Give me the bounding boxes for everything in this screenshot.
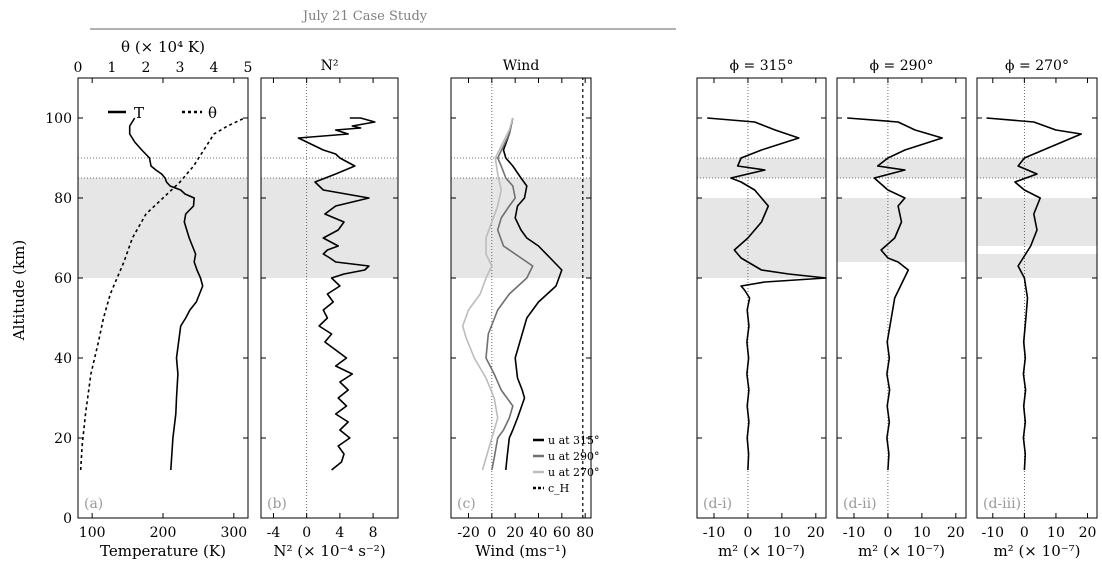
x-tick-label: -4 (267, 525, 281, 541)
x-tick-label: 80 (576, 525, 594, 541)
legend-label-theta: θ (208, 104, 217, 122)
panel-frame (450, 77, 592, 519)
x-axis-label: m² (× 10⁻⁷) (993, 542, 1080, 560)
x-tick-label: 8 (369, 525, 378, 541)
series-line-N- (297, 117, 376, 471)
y-axis-label: Altitude (km) (10, 240, 28, 341)
x-tick-label: 20 (1079, 525, 1097, 541)
x-tick-label: -10 (703, 525, 726, 541)
panel-label: (c) (457, 496, 476, 512)
series-line-u-at-315- (502, 117, 563, 471)
x-tick-label: 10 (773, 525, 791, 541)
legend-label: u at 270° (548, 466, 600, 479)
series-line-u-at-290- (485, 117, 534, 471)
top-tick-label: 3 (176, 60, 185, 76)
x-tick-label: 20 (506, 525, 524, 541)
top-tick-label: 2 (142, 60, 151, 76)
shade-band (697, 158, 826, 178)
panel-frame (77, 77, 249, 519)
legend-label: c_H (548, 482, 569, 495)
y-tick-label: 0 (63, 511, 72, 527)
series-line-u-at-270- (461, 117, 514, 471)
x-tick-label: 0 (487, 525, 496, 541)
x-tick-label: 0 (302, 525, 311, 541)
y-tick-label: 100 (45, 111, 72, 127)
panel-label: (d-i) (703, 496, 732, 512)
legend: u at 315° u at 290° u at 270° c_H (533, 434, 600, 495)
panel-d-ii: -10 0 10 20 ϕ = 290° m² (× 10⁻⁷) (d-ii) (836, 58, 967, 560)
shade-band (261, 178, 398, 278)
legend-label: u at 290° (548, 450, 600, 463)
top-axis-label: θ (× 10⁴ K) (121, 38, 205, 56)
x-tick-label: 10 (913, 525, 931, 541)
figure-title-group: July 21 Case Study (90, 9, 676, 30)
series-line-m-290- (847, 117, 944, 471)
panel-d-iii: -10 0 10 20 ϕ = 270° m² (× 10⁻⁷) (d-iii) (976, 58, 1098, 560)
top-tick-label: 1 (108, 60, 117, 76)
panel-label: (d-ii) (843, 496, 877, 512)
panel-b: -4 0 4 8 N² N² (× 10⁻⁴ s⁻²) (b) (260, 58, 399, 560)
y-tick-label: 40 (54, 351, 72, 367)
x-axis-label: N² (× 10⁻⁴ s⁻²) (273, 542, 385, 560)
shade-band (837, 158, 966, 178)
panel-label: (a) (84, 496, 103, 512)
panel-title: ϕ = 290° (870, 58, 934, 74)
x-tick-label: 100 (79, 525, 106, 541)
panel-title: Wind (503, 58, 540, 74)
legend-label-T: T (134, 104, 144, 122)
shade-band (451, 178, 591, 278)
x-tick-label: 4 (335, 525, 344, 541)
series-line-- (79, 117, 245, 471)
y-tick-label: 60 (54, 271, 72, 287)
x-tick-label: 300 (220, 525, 247, 541)
x-tick-label: 40 (530, 525, 548, 541)
panel-frame (976, 77, 1098, 519)
shade-band (837, 198, 966, 262)
panel-label: (d-iii) (983, 496, 1021, 512)
panel-frame (696, 77, 827, 519)
x-tick-label: 0 (743, 525, 752, 541)
x-tick-label: 0 (883, 525, 892, 541)
shade-band (697, 198, 826, 278)
panel-a: 100 200 300 0 20 40 60 80 100 0 1 2 3 4 5 θ (× 10⁴ K) Te… (45, 38, 252, 560)
y-tick-label: 80 (54, 191, 72, 207)
x-axis-label: Temperature (K) (100, 542, 226, 560)
x-tick-label: 20 (947, 525, 965, 541)
legend-label: u at 315° (548, 434, 600, 447)
x-axis-label: m² (× 10⁻⁷) (718, 542, 805, 560)
top-tick-label: 4 (210, 60, 219, 76)
x-tick-label: 0 (1020, 525, 1029, 541)
x-tick-label: 10 (1047, 525, 1065, 541)
panel-frame (260, 77, 399, 519)
panel-title: N² (321, 58, 339, 74)
panel-label: (b) (267, 496, 287, 512)
panel-frame (836, 77, 967, 519)
x-axis-label: Wind (ms⁻¹) (475, 542, 567, 560)
shade-band (977, 254, 1097, 278)
shade-band (977, 158, 1097, 178)
top-tick-label: 0 (74, 60, 83, 76)
x-axis-label: m² (× 10⁻⁷) (858, 542, 945, 560)
series-line-m-315- (707, 117, 827, 471)
top-tick-label: 5 (244, 60, 253, 76)
x-tick-label: -20 (457, 525, 480, 541)
shade-band (78, 178, 248, 278)
y-tick-label: 20 (54, 431, 72, 447)
series-line-m-270- (986, 117, 1082, 471)
x-tick-label: -10 (982, 525, 1005, 541)
x-tick-label: 20 (807, 525, 825, 541)
panel-title: ϕ = 270° (1005, 58, 1069, 74)
x-tick-label: 60 (553, 525, 571, 541)
panel-d-i: -10 0 10 20 ϕ = 315° m² (× 10⁻⁷) (d-i) (696, 58, 827, 560)
x-tick-label: -10 (843, 525, 866, 541)
series-line-T (128, 117, 204, 471)
figure-title: July 21 Case Study (301, 9, 428, 24)
panel-title: ϕ = 315° (730, 58, 794, 74)
x-tick-label: 200 (150, 525, 177, 541)
